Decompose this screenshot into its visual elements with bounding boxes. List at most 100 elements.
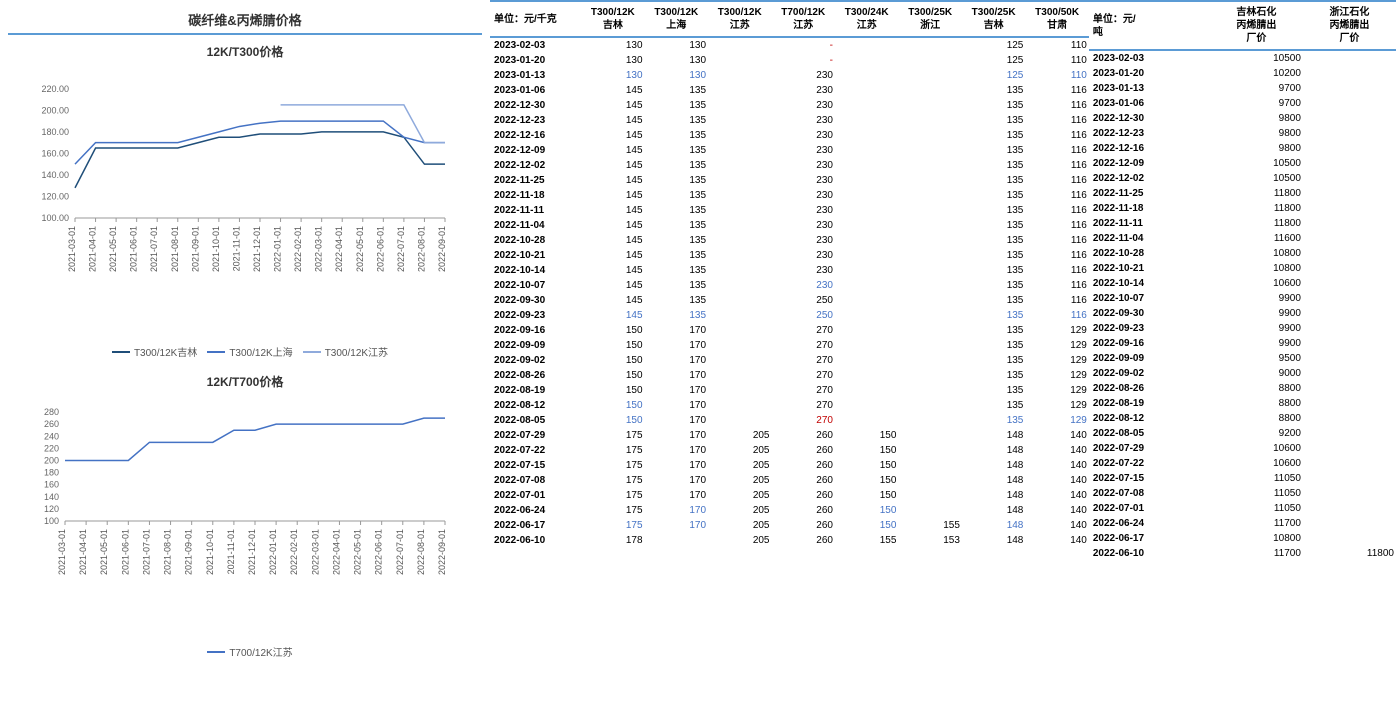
value-cell: 170 <box>645 503 708 518</box>
value-cell: 9200 <box>1210 426 1303 441</box>
table-row: 2022-07-0811050 <box>1089 486 1396 501</box>
svg-text:2022-09-01: 2022-09-01 <box>437 529 447 575</box>
value-cell: 230 <box>772 203 835 218</box>
value-cell <box>898 338 961 353</box>
value-cell <box>708 413 771 428</box>
value-cell: 270 <box>772 338 835 353</box>
date-cell: 2022-12-02 <box>1089 171 1210 186</box>
table-row: 2022-08-05150170270135129 <box>490 413 1089 428</box>
svg-text:2022-08-01: 2022-08-01 <box>416 529 426 575</box>
value-cell: 205 <box>708 443 771 458</box>
svg-text:2021-06-01: 2021-06-01 <box>129 226 139 272</box>
value-cell: 135 <box>962 368 1025 383</box>
value-cell: - <box>772 37 835 53</box>
value-cell: 175 <box>581 518 644 533</box>
value-cell <box>835 218 898 233</box>
svg-text:2022-07-01: 2022-07-01 <box>396 226 406 272</box>
value-cell: 140 <box>1025 428 1089 443</box>
value-cell: 170 <box>645 323 708 338</box>
value-cell: 135 <box>645 143 708 158</box>
value-cell <box>835 37 898 53</box>
svg-text:2022-08-01: 2022-08-01 <box>416 226 426 272</box>
price-table-main: 单位：元/千克T300/12K 吉林T300/12K 上海T300/12K 江苏… <box>490 0 1089 548</box>
col-header: 浙江石化 丙烯腈出 厂价 <box>1303 1 1396 50</box>
svg-text:2022-07-01: 2022-07-01 <box>395 529 405 575</box>
value-cell <box>1303 156 1396 171</box>
date-cell: 2022-11-04 <box>1089 231 1210 246</box>
value-cell: 260 <box>772 488 835 503</box>
value-cell: 148 <box>962 488 1025 503</box>
col-header: T300/24K 江苏 <box>835 1 898 37</box>
table-row: 2023-01-2010200 <box>1089 66 1396 81</box>
value-cell <box>1303 456 1396 471</box>
value-cell: 170 <box>645 473 708 488</box>
date-cell: 2022-09-23 <box>1089 321 1210 336</box>
value-cell: 116 <box>1025 128 1089 143</box>
svg-text:200.00: 200.00 <box>41 105 69 115</box>
value-cell: 116 <box>1025 98 1089 113</box>
value-cell: 140 <box>1025 533 1089 548</box>
value-cell <box>708 248 771 263</box>
value-cell: 145 <box>581 83 644 98</box>
value-cell: 110 <box>1025 37 1089 53</box>
svg-text:100.00: 100.00 <box>41 213 69 223</box>
value-cell: 135 <box>645 308 708 323</box>
value-cell: 148 <box>962 443 1025 458</box>
value-cell: 116 <box>1025 143 1089 158</box>
value-cell: 135 <box>645 188 708 203</box>
svg-text:220.00: 220.00 <box>41 84 69 94</box>
svg-text:2022-06-01: 2022-06-01 <box>374 529 384 575</box>
unit-header: 单位：元/ 吨 <box>1089 1 1210 50</box>
table-row: 2022-06-17175170205260150155148140 <box>490 518 1089 533</box>
table-row: 2022-12-09145135230135116 <box>490 143 1089 158</box>
main-title: 碳纤维&丙烯腈价格 <box>8 4 482 35</box>
table-row: 2022-08-19150170270135129 <box>490 383 1089 398</box>
value-cell <box>1303 291 1396 306</box>
svg-text:2021-07-01: 2021-07-01 <box>141 529 151 575</box>
value-cell <box>835 158 898 173</box>
value-cell: 130 <box>645 68 708 83</box>
value-cell <box>1303 50 1396 66</box>
date-cell: 2022-11-25 <box>1089 186 1210 201</box>
value-cell: 230 <box>772 98 835 113</box>
value-cell: 135 <box>645 233 708 248</box>
value-cell <box>1303 246 1396 261</box>
date-cell: 2023-01-06 <box>490 83 581 98</box>
value-cell <box>835 368 898 383</box>
value-cell: 150 <box>581 383 644 398</box>
value-cell <box>835 413 898 428</box>
value-cell: 230 <box>772 128 835 143</box>
value-cell: 9800 <box>1210 141 1303 156</box>
value-cell <box>1303 501 1396 516</box>
value-cell <box>835 338 898 353</box>
value-cell: 205 <box>708 533 771 548</box>
value-cell: 9800 <box>1210 126 1303 141</box>
date-cell: 2022-09-16 <box>1089 336 1210 351</box>
table-row: 2022-09-309900 <box>1089 306 1396 321</box>
date-cell: 2022-07-08 <box>1089 486 1210 501</box>
value-cell: 270 <box>772 413 835 428</box>
value-cell: 170 <box>645 413 708 428</box>
date-cell: 2022-11-11 <box>490 203 581 218</box>
table-row: 2023-01-20130130-125110 <box>490 53 1089 68</box>
value-cell <box>835 383 898 398</box>
value-cell: 205 <box>708 518 771 533</box>
value-cell: 11600 <box>1210 231 1303 246</box>
value-cell: 9000 <box>1210 366 1303 381</box>
value-cell: 148 <box>962 428 1025 443</box>
value-cell: 260 <box>772 443 835 458</box>
col-header: 吉林石化 丙烯腈出 厂价 <box>1210 1 1303 50</box>
value-cell: 150 <box>835 473 898 488</box>
value-cell: 145 <box>581 158 644 173</box>
svg-text:160.00: 160.00 <box>41 148 69 158</box>
value-cell <box>1303 336 1396 351</box>
value-cell: 230 <box>772 173 835 188</box>
table-row: 2022-08-12150170270135129 <box>490 398 1089 413</box>
table-row: 2022-06-24175170205260150148140 <box>490 503 1089 518</box>
value-cell <box>898 83 961 98</box>
table-row: 2022-06-101170011800 <box>1089 546 1396 561</box>
value-cell: 116 <box>1025 218 1089 233</box>
value-cell <box>1303 366 1396 381</box>
table-row: 2022-07-0111050 <box>1089 501 1396 516</box>
col-header: T700/12K 江苏 <box>772 1 835 37</box>
